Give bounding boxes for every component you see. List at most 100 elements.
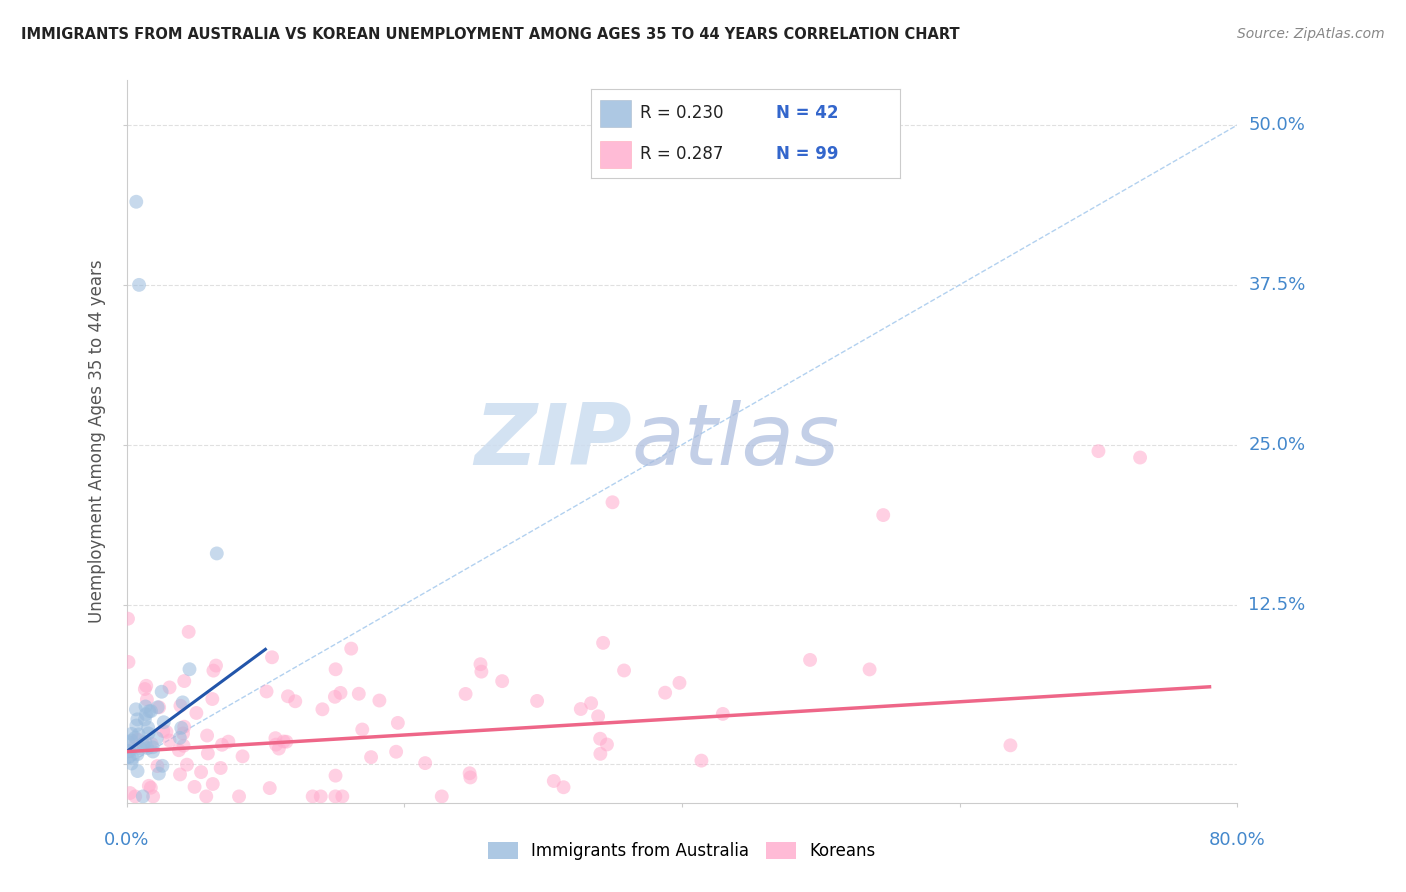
Point [148, 700, 170, 714]
Point [159, 681, 181, 695]
Point [138, 779, 160, 793]
Point [152, 715, 174, 730]
Point [799, 653, 821, 667]
Point [159, 733, 181, 747]
Point [209, 761, 232, 775]
Point [543, 774, 565, 789]
Point [232, 749, 254, 764]
Point [596, 738, 619, 752]
Point [569, 702, 592, 716]
Point [259, 780, 281, 795]
Point [190, 765, 212, 780]
Point [170, 721, 193, 735]
Legend: Immigrants from Australia, Koreans: Immigrants from Australia, Koreans [481, 835, 883, 867]
Point [589, 747, 612, 761]
Point [127, 747, 149, 762]
Point [330, 789, 353, 804]
Text: R = 0.230: R = 0.230 [640, 104, 724, 122]
Point [117, 655, 139, 669]
Point [173, 673, 195, 688]
Point [205, 546, 228, 560]
Text: Source: ZipAtlas.com: Source: ZipAtlas.com [1237, 27, 1385, 41]
Point [347, 687, 370, 701]
Point [579, 696, 602, 710]
Point [169, 731, 191, 745]
Point [134, 681, 156, 696]
Point [121, 733, 143, 747]
Point [117, 612, 139, 626]
Point [177, 624, 200, 639]
Point [128, 727, 150, 741]
Point [148, 766, 170, 780]
Point [329, 686, 352, 700]
Point [135, 707, 157, 722]
Point [592, 636, 614, 650]
Point [458, 766, 481, 780]
Point [352, 723, 374, 737]
Point [311, 702, 333, 716]
Point [340, 641, 363, 656]
Point [167, 743, 190, 757]
Point [138, 704, 160, 718]
Point [470, 657, 492, 672]
Point [179, 662, 201, 676]
Text: R = 0.287: R = 0.287 [640, 145, 723, 163]
Point [118, 749, 141, 764]
Point [124, 731, 146, 745]
Point [150, 759, 173, 773]
Point [142, 789, 165, 804]
Point [125, 194, 148, 209]
Text: N = 99: N = 99 [776, 145, 838, 163]
Point [202, 664, 225, 678]
Point [176, 757, 198, 772]
Point [135, 679, 157, 693]
Point [264, 731, 287, 746]
Point [146, 700, 169, 714]
Point [460, 771, 482, 785]
Point [586, 709, 609, 723]
Point [129, 741, 152, 756]
Bar [600, 100, 631, 127]
Point [136, 741, 159, 756]
Point [1129, 450, 1152, 465]
Point [117, 744, 139, 758]
Point [387, 715, 409, 730]
Point [146, 759, 169, 773]
Point [139, 780, 162, 795]
Text: 80.0%: 80.0% [1209, 830, 1265, 848]
Point [169, 767, 191, 781]
Point [118, 744, 141, 758]
Point [276, 735, 298, 749]
Point [1087, 444, 1109, 458]
Point [217, 734, 239, 748]
Point [368, 693, 391, 707]
Text: IMMIGRANTS FROM AUSTRALIA VS KOREAN UNEMPLOYMENT AMONG AGES 35 TO 44 YEARS CORRE: IMMIGRANTS FROM AUSTRALIA VS KOREAN UNEM… [21, 27, 960, 42]
Point [284, 694, 307, 708]
Point [142, 744, 165, 758]
Point [142, 740, 165, 755]
Point [613, 664, 636, 678]
Point [690, 754, 713, 768]
Text: ZIP: ZIP [474, 400, 631, 483]
Point [141, 737, 163, 751]
Point [125, 718, 148, 732]
Point [150, 685, 173, 699]
Point [260, 650, 283, 665]
Point [553, 780, 575, 795]
Point [121, 756, 143, 771]
Point [277, 690, 299, 704]
Point [201, 777, 224, 791]
Text: atlas: atlas [631, 400, 839, 483]
Point [195, 729, 218, 743]
Point [858, 662, 880, 676]
Point [267, 741, 290, 756]
Point [121, 751, 143, 765]
Point [172, 726, 194, 740]
Point [125, 702, 148, 716]
Point [124, 739, 146, 754]
Point [132, 738, 155, 752]
Point [470, 665, 492, 679]
Point [134, 735, 156, 749]
Point [602, 495, 624, 509]
Text: 0.0%: 0.0% [104, 830, 149, 848]
